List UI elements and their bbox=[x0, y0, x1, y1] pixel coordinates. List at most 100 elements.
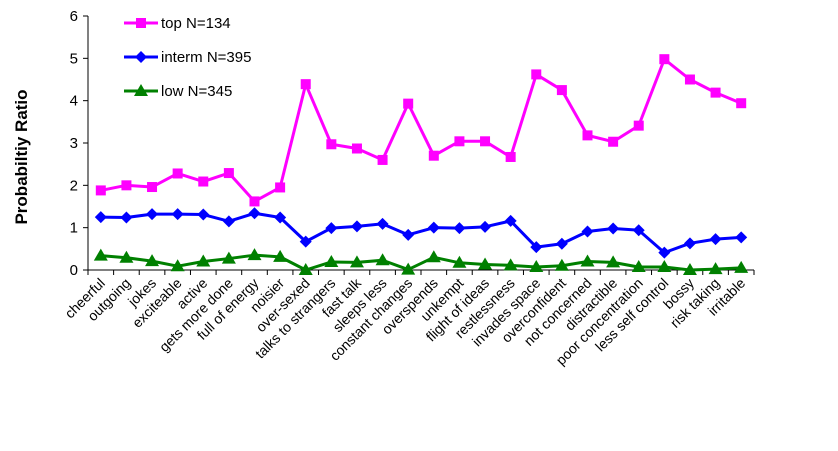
legend-label: interm N=395 bbox=[161, 49, 251, 66]
legend-item: interm N=395 bbox=[124, 49, 251, 66]
data-point bbox=[427, 221, 440, 234]
y-tick-label: 2 bbox=[70, 177, 78, 194]
data-point bbox=[735, 231, 748, 244]
series-0 bbox=[95, 54, 747, 207]
data-point bbox=[121, 180, 132, 191]
data-point bbox=[657, 260, 672, 273]
data-point bbox=[223, 168, 234, 179]
data-point bbox=[684, 74, 695, 85]
data-point bbox=[119, 250, 134, 263]
data-point bbox=[197, 208, 210, 221]
data-point bbox=[147, 182, 158, 193]
series-line bbox=[100, 57, 742, 203]
data-point bbox=[736, 98, 747, 109]
data-point bbox=[607, 222, 620, 235]
data-point bbox=[529, 260, 544, 273]
data-point bbox=[554, 258, 569, 271]
y-tick-label: 0 bbox=[70, 262, 78, 279]
data-point bbox=[531, 69, 542, 80]
data-point bbox=[248, 207, 261, 220]
data-point bbox=[145, 254, 160, 267]
data-point bbox=[632, 224, 645, 237]
data-point bbox=[298, 263, 313, 275]
data-point bbox=[709, 233, 722, 246]
legend-label: top N=134 bbox=[161, 15, 231, 32]
data-point bbox=[325, 222, 338, 235]
data-point bbox=[555, 237, 568, 250]
data-point bbox=[349, 255, 364, 268]
series-1 bbox=[94, 207, 748, 259]
y-axis-label: Probabiltiy Ratio bbox=[12, 89, 31, 224]
legend-item: top N=134 bbox=[124, 15, 231, 32]
y-tick-label: 5 bbox=[70, 50, 78, 67]
data-point bbox=[120, 211, 133, 224]
data-point bbox=[556, 85, 567, 96]
data-point bbox=[326, 139, 337, 150]
data-point bbox=[95, 185, 106, 196]
data-point bbox=[503, 258, 518, 271]
data-point bbox=[631, 260, 646, 273]
data-point bbox=[247, 248, 262, 261]
data-point bbox=[580, 254, 595, 267]
data-point bbox=[376, 217, 389, 230]
data-point bbox=[453, 222, 466, 235]
data-point bbox=[93, 248, 108, 261]
series-line bbox=[100, 253, 742, 272]
data-point bbox=[530, 241, 543, 254]
data-point bbox=[401, 262, 416, 275]
data-point bbox=[708, 262, 723, 275]
data-point bbox=[734, 260, 749, 273]
data-point bbox=[682, 263, 697, 275]
data-point bbox=[275, 182, 286, 193]
data-point bbox=[273, 249, 288, 262]
data-point bbox=[377, 154, 388, 165]
data-point bbox=[505, 151, 516, 162]
legend-label: low N=345 bbox=[161, 83, 232, 100]
data-point bbox=[683, 237, 696, 250]
data-point bbox=[478, 257, 493, 270]
series-lines bbox=[93, 54, 749, 275]
data-point bbox=[452, 255, 467, 268]
data-point bbox=[480, 136, 491, 147]
data-point bbox=[659, 54, 670, 65]
data-point bbox=[582, 130, 593, 141]
y-tick-label: 6 bbox=[70, 8, 78, 25]
legend: top N=134 interm N=395 low N=345 bbox=[124, 15, 251, 100]
data-point bbox=[633, 120, 644, 131]
data-point bbox=[350, 220, 363, 233]
data-point bbox=[171, 208, 184, 221]
data-point bbox=[94, 211, 107, 224]
data-point bbox=[222, 215, 235, 228]
x-axis: cheerfuloutgoingjokesexciteableactiveget… bbox=[61, 269, 755, 368]
data-point bbox=[581, 225, 594, 238]
y-tick-label: 3 bbox=[70, 135, 78, 152]
data-point bbox=[454, 136, 465, 147]
data-point bbox=[479, 220, 492, 233]
data-point bbox=[172, 168, 183, 179]
data-point bbox=[351, 143, 362, 154]
series-2 bbox=[93, 248, 749, 275]
y-tick-label: 1 bbox=[70, 220, 78, 237]
data-point bbox=[324, 254, 339, 267]
data-point bbox=[608, 136, 619, 147]
series-line bbox=[100, 211, 742, 255]
legend-swatch-marker bbox=[136, 18, 146, 28]
data-point bbox=[658, 246, 671, 259]
legend-swatch-marker bbox=[134, 84, 148, 96]
data-point bbox=[403, 98, 414, 109]
y-tick-label: 4 bbox=[70, 93, 78, 110]
data-point bbox=[196, 254, 211, 267]
data-point bbox=[375, 253, 390, 266]
data-point bbox=[299, 235, 312, 248]
data-point bbox=[221, 251, 236, 264]
data-point bbox=[274, 211, 287, 224]
legend-item: low N=345 bbox=[124, 83, 232, 100]
data-point bbox=[426, 250, 441, 263]
y-axis: 0 1 2 3 4 5 6 bbox=[70, 8, 89, 279]
data-point bbox=[710, 87, 721, 98]
data-point bbox=[146, 208, 159, 221]
data-point bbox=[249, 196, 260, 207]
data-point bbox=[504, 214, 517, 227]
data-point bbox=[300, 79, 311, 90]
